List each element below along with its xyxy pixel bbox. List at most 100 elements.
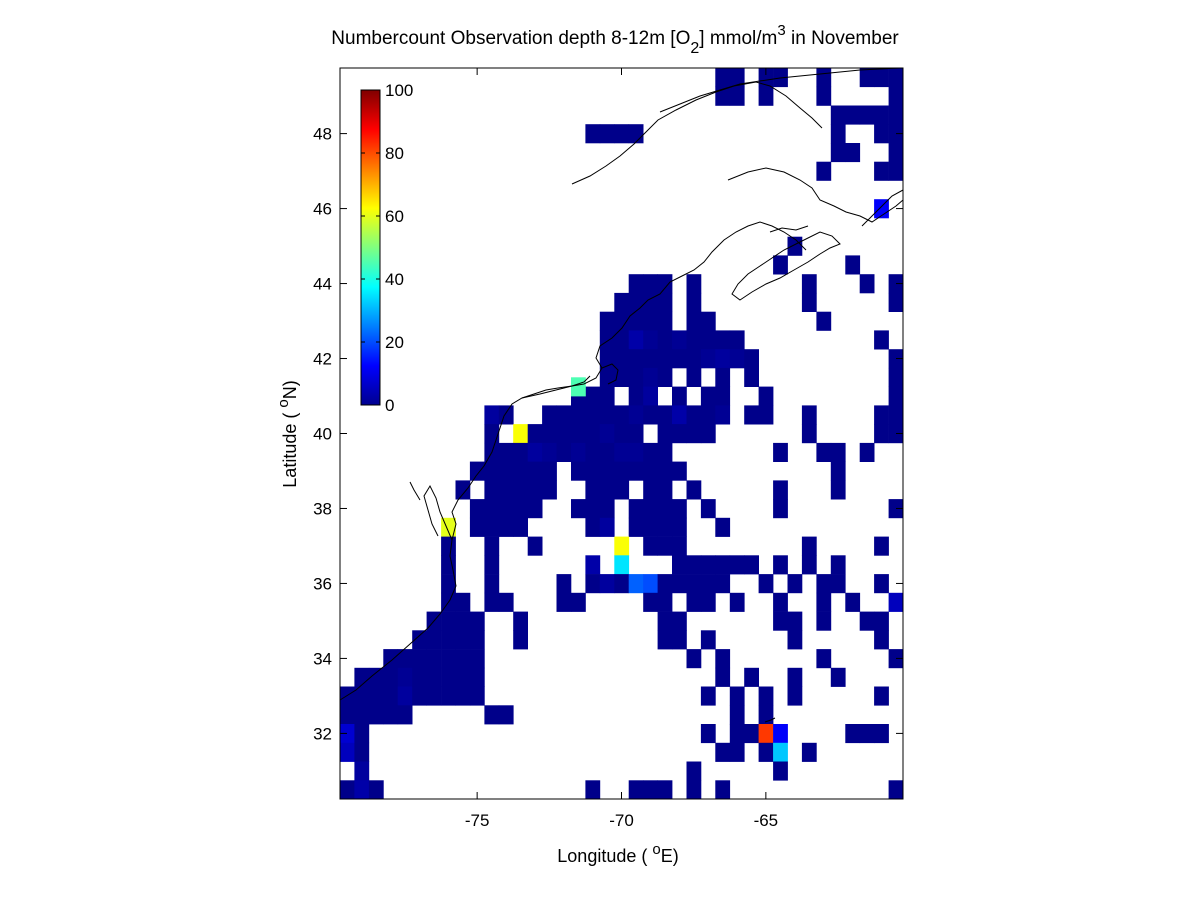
heatmap-cell [643, 536, 658, 556]
heatmap-cell [643, 330, 658, 350]
heatmap-cell [484, 461, 500, 481]
heatmap-cell [513, 499, 528, 519]
heatmap-cell [354, 686, 370, 706]
heatmap-cell [571, 461, 586, 481]
colorbar-tick-label: 60 [385, 207, 404, 226]
heatmap-cell [542, 405, 557, 425]
heatmap-cell [498, 592, 514, 612]
heatmap-cell [628, 330, 644, 350]
heatmap-cell [614, 574, 630, 594]
heatmap-cell [888, 292, 904, 312]
heatmap-cell [874, 424, 889, 444]
heatmap-cell [599, 461, 615, 481]
heatmap-cell [859, 611, 875, 631]
heatmap-cell [672, 349, 687, 369]
heatmap-cell [441, 649, 456, 669]
heatmap-cell [383, 686, 399, 706]
heatmap-cell [672, 555, 687, 575]
heatmap-cell [657, 461, 673, 481]
colorbar-gradient [360, 89, 381, 406]
heatmap-cell [354, 667, 370, 687]
heatmap-cell [527, 424, 543, 444]
heatmap-cell [354, 780, 370, 800]
heatmap-cell [527, 480, 543, 500]
heatmap-cell [729, 349, 745, 369]
heatmap-cell [715, 667, 731, 687]
chart-title: Numbercount Observation depth 8-12m [O2]… [331, 22, 899, 57]
y-tick-label: 32 [313, 724, 332, 743]
heatmap-cell [556, 442, 572, 462]
heatmap-cell [729, 330, 745, 350]
heatmap-cell [469, 611, 485, 631]
heatmap-cell [643, 274, 658, 294]
heatmap-cell [888, 68, 904, 88]
heatmap-cell [657, 367, 673, 387]
heatmap-cell [686, 292, 702, 312]
heatmap-cell [599, 442, 615, 462]
heatmap-cell [368, 705, 384, 725]
heatmap-cell [700, 311, 716, 331]
heatmap-cell [498, 499, 514, 519]
heatmap-cell [816, 442, 832, 462]
heatmap-cell [340, 724, 355, 744]
heatmap-cell [599, 367, 615, 387]
heatmap-cell [700, 424, 716, 444]
heatmap-cell [816, 574, 832, 594]
heatmap-cell [498, 461, 514, 481]
heatmap-cell [715, 555, 731, 575]
heatmap-cell [340, 742, 355, 762]
heatmap-cell [469, 499, 485, 519]
x-tick-label: -75 [465, 811, 490, 830]
heatmap-cell [657, 536, 673, 556]
heatmap-cell [599, 499, 615, 519]
heatmap-cell [614, 442, 630, 462]
coastline-bermuda [764, 717, 776, 723]
heatmap-cell [657, 311, 673, 331]
heatmap-cell [801, 555, 817, 575]
heatmap-cell [571, 405, 586, 425]
heatmap-cell [657, 499, 673, 519]
heatmap-cell [744, 349, 759, 369]
heatmap-cell [585, 517, 601, 537]
coastline-us-east [339, 221, 807, 701]
heatmap-cell [715, 330, 731, 350]
heatmap-cell [614, 555, 630, 575]
coastline-newfoundland [861, 189, 904, 227]
heatmap-cell [412, 630, 427, 650]
heatmap-cell [657, 442, 673, 462]
heatmap-cell [397, 649, 413, 669]
heatmap-cell [585, 555, 601, 575]
axes-frame [339, 67, 904, 800]
plot-area: -75 -70 -65 32 34 36 38 40 42 44 46 48 [313, 67, 904, 830]
heatmap-cell [340, 780, 355, 800]
heatmap-cell [368, 686, 384, 706]
heatmap-cell [556, 574, 572, 594]
heatmap-cell [830, 480, 846, 500]
coastline-nova-scotia [731, 231, 841, 301]
heatmap-cell [816, 611, 832, 631]
heatmap-cell [744, 555, 759, 575]
heatmap-cell [859, 274, 875, 294]
heatmap-cell [484, 480, 500, 500]
heatmap-cell [686, 574, 702, 594]
heatmap-cell [686, 274, 702, 294]
heatmap-cell [830, 442, 846, 462]
heatmap-cell [859, 724, 875, 744]
heatmap-cell [773, 555, 788, 575]
heatmap-cell [513, 480, 528, 500]
heatmap-cell [816, 161, 832, 181]
heatmap-cell [484, 424, 500, 444]
heatmap-cell [628, 405, 644, 425]
heatmap-cell [787, 630, 803, 650]
heatmap-cell [686, 761, 702, 781]
heatmap-cell [715, 742, 731, 762]
heatmap-cell [643, 592, 658, 612]
heatmap-cell [657, 274, 673, 294]
heatmap-cell [686, 349, 702, 369]
y-tick-label: 38 [313, 499, 332, 518]
heatmap-cell [643, 517, 658, 537]
heatmap-cell [614, 311, 630, 331]
heatmap-cell [455, 630, 471, 650]
heatmap-cell [527, 499, 543, 519]
heatmap-cell [441, 667, 456, 687]
